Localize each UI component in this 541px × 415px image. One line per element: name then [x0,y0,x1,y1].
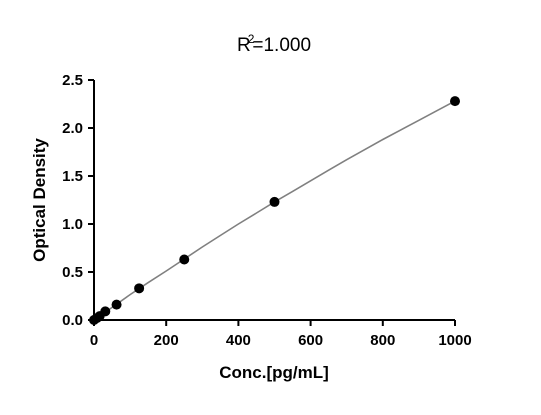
x-tick-label: 800 [370,332,395,349]
y-axis-label: Optical Density [30,138,49,262]
axes [93,80,455,321]
y-tick-label: 2.5 [62,72,83,89]
y-tick-label: 2.0 [62,120,83,137]
x-tick-label: 400 [226,332,251,349]
chart-title: R2=1.000 [237,32,311,56]
x-tick-label: 600 [298,332,323,349]
fit-curve [93,100,456,321]
y-tick-label: 1.5 [62,168,83,185]
fit-curve-group [93,100,456,321]
data-point [134,283,145,294]
data-point [179,254,190,265]
title-base: R [237,35,251,56]
y-tick-label: 1.0 [62,216,83,233]
data-points [89,96,460,325]
data-point [450,96,460,107]
x-tick-label: 200 [154,332,179,349]
data-point [269,196,280,207]
y-tick-label: 0.0 [62,312,83,329]
title-rest: =1.000 [252,35,311,56]
x-axis-label: Conc.[pg/mL] [219,363,329,382]
data-point [111,299,122,310]
x-tick-label: 0 [90,332,98,349]
title-superscript: 2 [248,32,255,46]
y-tick-label: 0.5 [62,264,83,281]
ticks: 0 200 400 600 800 1000 0.0 0.5 1.0 1.5 2.0 2.5 [62,72,472,349]
data-point [100,306,111,317]
x-tick-label: 1000 [438,332,471,349]
